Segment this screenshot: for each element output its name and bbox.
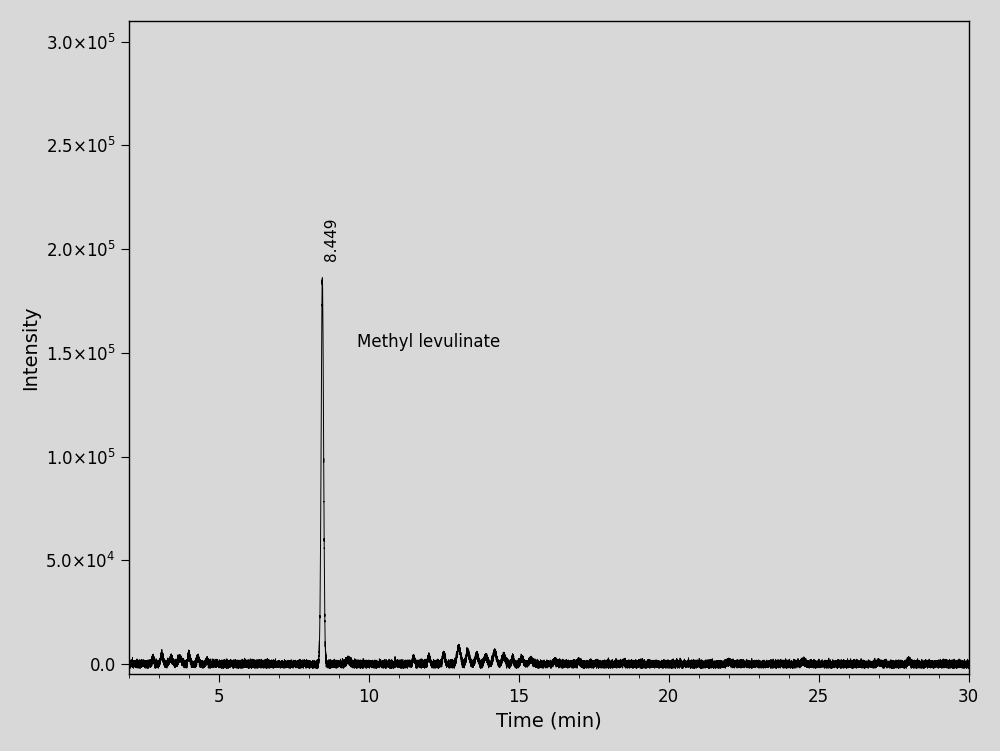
X-axis label: Time (min): Time (min) <box>496 711 602 730</box>
Text: Methyl levulinate: Methyl levulinate <box>357 333 500 351</box>
Text: 8.449: 8.449 <box>324 218 339 261</box>
Y-axis label: Intensity: Intensity <box>21 306 40 390</box>
